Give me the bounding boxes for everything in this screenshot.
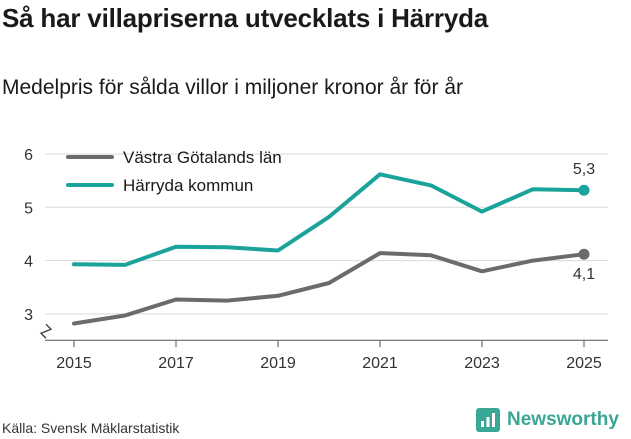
y-tick-label: 3 [24, 307, 33, 324]
y-tick-label: 6 [24, 147, 33, 164]
x-tick-label: 2015 [56, 355, 92, 372]
series-line [72, 172, 586, 267]
x-tick-label: 2025 [566, 355, 602, 372]
chart-subtitle: Medelpris för sålda villor i miljoner kr… [2, 76, 463, 99]
x-tick-label: 2019 [260, 355, 296, 372]
brand-name: Newsworthy [507, 409, 619, 430]
x-tick-label: 2021 [362, 355, 398, 372]
end-value-label: 4,1 [573, 266, 595, 283]
series-end-point [578, 184, 590, 196]
x-tick-label: 2017 [158, 355, 194, 372]
axis-break-zigzag [39, 323, 53, 339]
series-lines: 4,1 5,3 [72, 161, 595, 326]
bar-chart-icon [476, 408, 500, 432]
brand-logo: Newsworthy [476, 408, 619, 432]
series-end-point [578, 248, 590, 260]
series-line [72, 251, 586, 326]
x-axis: 2015 2017 2019 2021 2023 2025 [45, 339, 608, 372]
source-note: Källa: Svensk Mäklarstatistik [2, 420, 180, 436]
axis-break-icon [38, 323, 54, 340]
y-axis-ticks: 3 4 5 6 [24, 147, 33, 324]
legend: Västra Götalands län Härryda kommun [66, 148, 282, 195]
legend-label: Västra Götalands län [123, 148, 282, 167]
chart-title: Så har villapriserna utvecklats i Härryd… [2, 3, 489, 33]
end-value-label: 5,3 [573, 161, 595, 178]
y-tick-label: 5 [24, 200, 33, 217]
y-tick-label: 4 [24, 254, 33, 271]
x-tick-label: 2023 [464, 355, 500, 372]
legend-label: Härryda kommun [123, 176, 253, 195]
line-chart: 3 4 5 6 2015 2017 2019 2021 2023 2025 4,1 5,3 Väs… [24, 147, 608, 372]
